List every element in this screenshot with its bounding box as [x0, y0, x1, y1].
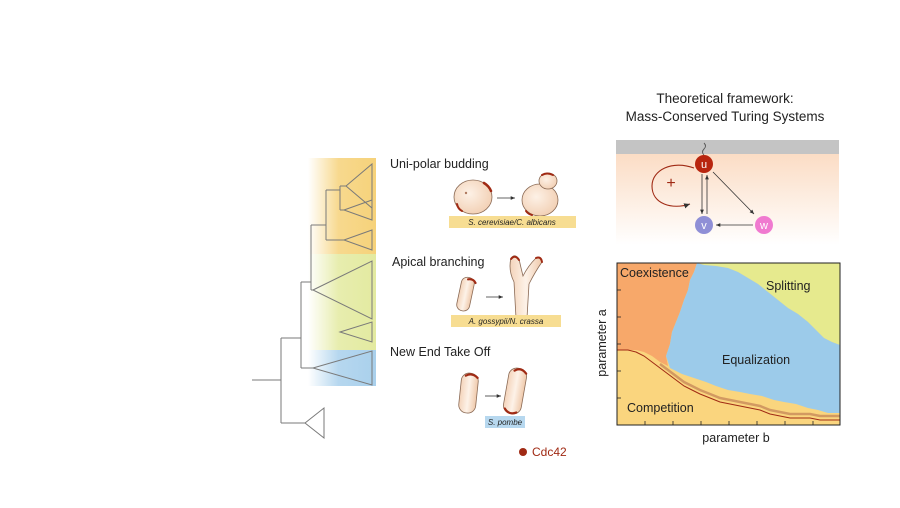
clade-triangle [338, 321, 373, 343]
feedback-loop [651, 164, 695, 209]
node-v [695, 216, 713, 234]
rod-cell [503, 367, 527, 415]
budding-illustration: S. cerevisiae/C. albicans [449, 172, 576, 228]
competition-boundary [617, 349, 840, 421]
phase-ticks [617, 289, 814, 425]
phenotype-label-take-off: New End Take Off [390, 345, 491, 359]
cdc42-cap [525, 210, 533, 216]
clade-triangle [304, 406, 325, 440]
cdc42-cap [482, 181, 493, 193]
attachment-squiggle [702, 142, 706, 156]
branching-illustration: A. gossypii/N. crassa [451, 255, 561, 327]
cdc42-cap [510, 255, 520, 261]
branched-hypha [509, 255, 543, 319]
node-w [755, 216, 773, 234]
species-tag-budding [449, 216, 576, 228]
budding-band [308, 158, 376, 254]
mother-cell [453, 179, 493, 215]
species-label-budding: S. cerevisiae/C. albicans [468, 218, 556, 227]
phase-ylabel: parameter a [595, 309, 609, 376]
cdc42-cap [535, 256, 543, 263]
membrane-band [616, 140, 839, 154]
phenotype-label-branching: Apical branching [392, 255, 484, 269]
rod-cell [458, 372, 479, 414]
label-splitting: Splitting [766, 279, 811, 293]
clade-triangle [342, 229, 373, 251]
species-tag-take-off [485, 416, 525, 428]
cell-spot [464, 191, 468, 195]
framework-title-line1: Theoretical framework: [656, 91, 793, 106]
node-u-label: u [701, 159, 707, 171]
take-off-band [308, 350, 376, 386]
phase-xlabel: parameter b [702, 431, 769, 445]
species-label-branching: A. gossypii/N. crassa [468, 317, 544, 326]
cdc42-legend-label: Cdc42 [532, 445, 567, 459]
node-v-label: v [701, 220, 707, 232]
clade-triangle [345, 162, 373, 210]
node-u [695, 155, 713, 173]
species-tag-branching [451, 315, 561, 327]
take-off-illustration: S. pombe [458, 367, 528, 428]
arrow-u-to-w [712, 171, 755, 215]
cdc42-marker [519, 448, 527, 456]
region-equalization [666, 263, 840, 413]
hypha-tube [456, 276, 475, 312]
cdc42-cap [503, 407, 518, 415]
species-label-take-off: S. pombe [488, 418, 523, 427]
cytoplasm-region [616, 153, 839, 245]
cdc42-cap [513, 368, 528, 375]
region-splitting [700, 263, 840, 345]
reaction-scheme: + u v w [616, 140, 839, 245]
region-coexistence [617, 263, 697, 366]
label-equalization: Equalization [722, 353, 790, 367]
label-coexistence: Coexistence [620, 266, 689, 280]
tree-branches [252, 185, 346, 424]
cdc42-cap [541, 172, 554, 176]
phenotype-label-budding: Uni-polar budding [390, 157, 489, 171]
framework-title-line2: Mass-Conserved Turing Systems [626, 109, 825, 124]
phase-diagram: Coexistence Splitting Equalization Compe… [595, 262, 841, 445]
competition-boundary-band [659, 363, 840, 418]
clade-triangle [311, 260, 373, 320]
clade-triangle [342, 199, 373, 221]
cdc42-cap [464, 373, 479, 380]
branching-band [308, 254, 376, 350]
node-w-label: w [759, 220, 768, 232]
phylogeny-tree [252, 158, 376, 440]
cdc42-cap [456, 203, 463, 212]
label-competition: Competition [627, 401, 694, 415]
feedback-symbol: + [666, 175, 675, 192]
cdc42-cap [467, 278, 477, 285]
clade-triangle [311, 350, 373, 386]
